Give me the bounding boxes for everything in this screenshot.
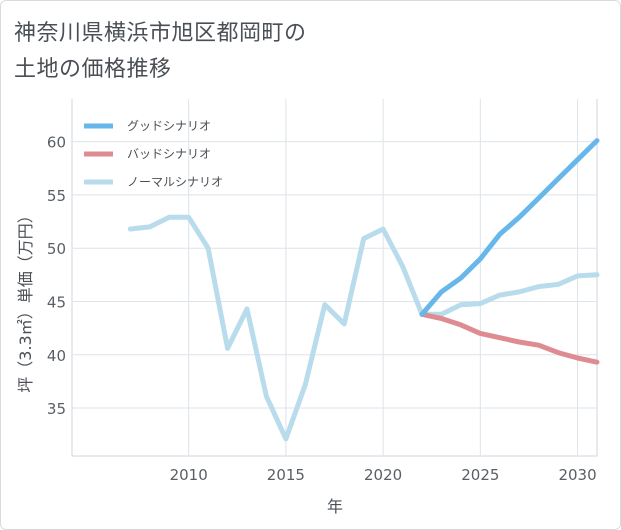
axis-ticks: 2010 2015 2020 2025 2030 35 40 45 50 55 60 (47, 134, 597, 484)
series-line-normal (127, 214, 600, 442)
legend-label: バッドシナリオ (127, 147, 211, 161)
chart-title: 神奈川県横浜市旭区都岡町の 土地の価格推移 (14, 16, 307, 88)
y-tick-label: 55 (47, 187, 66, 205)
legend-label: ノーマルシナリオ (127, 175, 223, 189)
series-lines (127, 138, 600, 442)
series-line-bad (419, 311, 600, 365)
x-tick-label: 2010 (170, 466, 208, 484)
legend-label: グッドシナリオ (127, 119, 211, 133)
y-tick-label: 45 (47, 293, 66, 311)
y-tick-label: 35 (47, 400, 66, 418)
y-axis-label: 坪（3.3㎡）単価（万円） (16, 207, 35, 392)
chart-title-line1: 神奈川県横浜市旭区都岡町の (14, 21, 307, 46)
x-tick-label: 2015 (267, 466, 305, 484)
chart-title-line2: 土地の価格推移 (14, 57, 172, 82)
y-tick-label: 50 (47, 240, 66, 258)
x-tick-label: 2025 (461, 466, 499, 484)
x-tick-label: 2030 (558, 466, 596, 484)
series-line-good (419, 138, 600, 317)
y-tick-label: 40 (47, 347, 66, 365)
x-tick-label: 2020 (364, 466, 402, 484)
y-tick-label: 60 (47, 134, 66, 152)
x-axis-label: 年 (327, 497, 343, 516)
